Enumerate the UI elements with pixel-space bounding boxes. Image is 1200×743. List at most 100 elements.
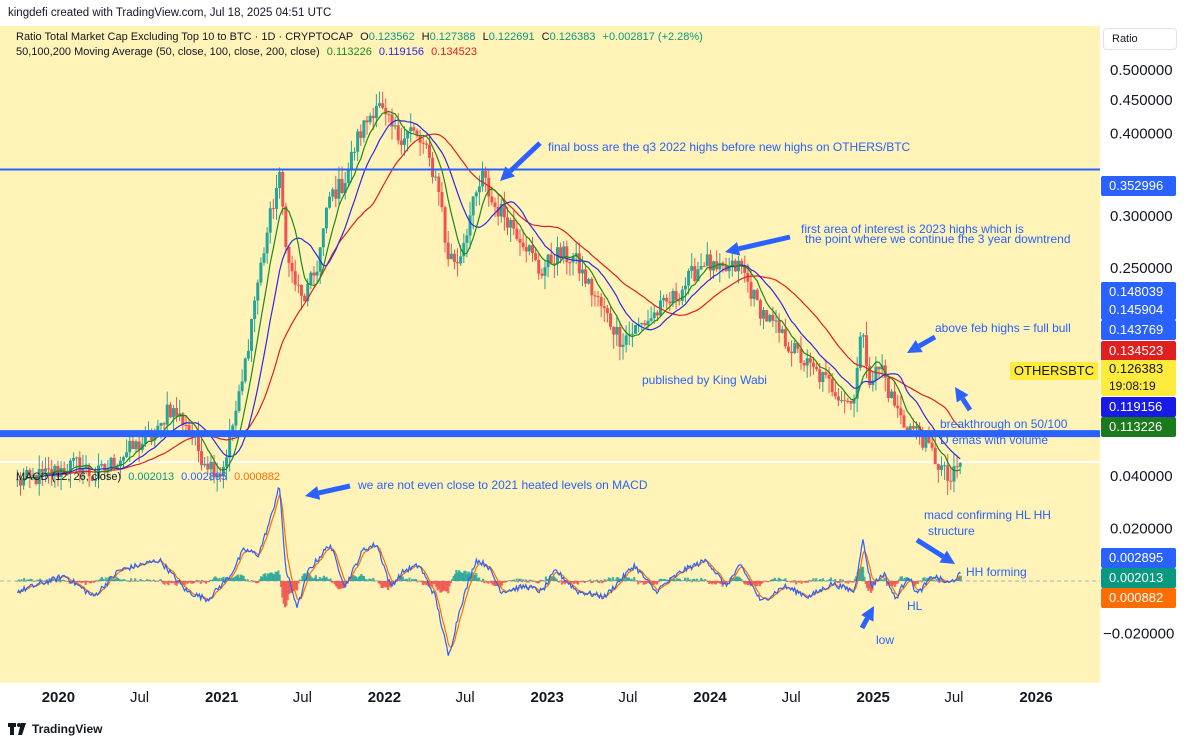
candle-body (259, 262, 263, 283)
macd-histogram-bar (718, 581, 722, 584)
macd-histogram-bar (333, 581, 336, 585)
macd-histogram-bar (219, 580, 222, 581)
macd-histogram-bar (563, 581, 566, 585)
candle-body (68, 460, 72, 474)
arrow-low-head (861, 606, 874, 622)
candle-body (702, 266, 706, 268)
macd-histogram-bar (83, 581, 86, 583)
candle-body (727, 266, 731, 272)
macd-histogram-bar (804, 581, 807, 583)
macd-histogram-bar (29, 578, 32, 581)
macd-histogram-bar (777, 577, 780, 581)
macd-histogram-bar (241, 575, 244, 581)
macd-histogram-bar (334, 581, 338, 587)
candle-body (468, 215, 472, 236)
macd-histogram-bar (270, 572, 273, 581)
macd-histogram-bar (783, 579, 786, 581)
price-legend: Ratio Total Market Cap Excluding Top 10 … (16, 31, 703, 43)
macd-histogram-bar (579, 581, 582, 583)
time-tick-label: 2022 (368, 689, 401, 706)
candle-body (512, 219, 516, 229)
macd-histogram-bar (380, 581, 383, 589)
candle-body (234, 410, 238, 426)
candle-body (496, 207, 500, 217)
macd-histogram-bar (306, 572, 309, 581)
candle-body (243, 358, 247, 382)
macd-histogram-bar (779, 578, 782, 581)
candle-body (115, 466, 119, 469)
macd-histogram-bar (665, 579, 668, 581)
macd-histogram-bar (385, 581, 388, 588)
candle-body (877, 366, 881, 370)
candle-body (78, 457, 82, 473)
macd-histogram-bar (645, 581, 648, 584)
arrow-final-boss-shaft (508, 141, 542, 174)
macd-histogram-bar (85, 581, 89, 582)
ratio-scale-button[interactable]: Ratio (1104, 29, 1176, 49)
macd-histogram-bar (603, 579, 606, 581)
macd-histogram-bar (662, 579, 665, 581)
macd-histogram-bar (467, 571, 470, 581)
candle-body (465, 235, 469, 243)
candle-body (212, 461, 216, 478)
candle-body (693, 266, 697, 281)
macd-histogram-bar (936, 581, 940, 582)
macd-histogram-bar (476, 578, 479, 581)
macd-histogram-bar (257, 581, 260, 583)
macd-layer (0, 487, 1100, 656)
candle-body (743, 265, 747, 273)
macd-histogram-bar (716, 581, 719, 583)
candle-body (31, 474, 35, 476)
candle-body (890, 391, 894, 399)
macd-histogram-bar (657, 581, 660, 583)
annotation-macd-confirm-line1: macd confirming HL HH (924, 508, 1051, 522)
macd-histogram-bar (758, 581, 762, 587)
ma-legend: 50,100,200 Moving Average (50, close, 10… (16, 46, 477, 58)
ma100-value: 0.119156 (378, 46, 424, 58)
macd-histogram-bar (226, 578, 229, 581)
candle-body (733, 260, 737, 272)
macd-pane-background (0, 462, 1100, 683)
author-credit: kingdefi created with TradingView.com, J… (8, 7, 332, 19)
macd-histogram-bar (762, 581, 766, 582)
macd-histogram-bar (477, 577, 481, 581)
macd-histogram-bar (859, 568, 862, 581)
candle-body (849, 401, 853, 404)
macd-histogram-bar (39, 578, 42, 581)
chart-canvas[interactable]: 0.500000 0.450000 0.400000 0.300000 0.250000… (0, 26, 1200, 716)
candle-body (25, 470, 29, 479)
macd-histogram-bar (451, 579, 454, 581)
candle-body (284, 206, 288, 247)
candle-body (281, 171, 285, 207)
macd-histogram-bar (740, 578, 743, 581)
macd-histogram-bar (605, 581, 608, 582)
candle-body (206, 463, 210, 470)
macd-histogram-bar (835, 581, 838, 583)
macd-histogram-bar (291, 581, 295, 592)
macd-histogram-bar (290, 581, 293, 593)
macd-histogram-bar (772, 579, 775, 581)
macd-histogram-bar (344, 581, 347, 587)
macd-histogram-bar (436, 581, 439, 591)
macd-histogram-bar (93, 581, 97, 582)
macd-histogram-bar (369, 578, 372, 581)
macd-histogram-bar (411, 578, 414, 581)
macd-histogram-bar (753, 581, 756, 586)
candle-body (175, 408, 179, 417)
macd-histogram-bar (57, 578, 61, 581)
candle-body (340, 178, 344, 194)
macd-histogram-bar (756, 581, 759, 587)
macd-histogram-bar (104, 577, 107, 581)
candle-body (843, 400, 847, 402)
macd-histogram-bar (84, 581, 87, 585)
candle-body (246, 350, 250, 359)
candle-body (830, 378, 834, 393)
macd-histogram-bar (700, 577, 703, 581)
macd-histogram-bar (583, 581, 586, 583)
macd-histogram-bar (421, 581, 424, 586)
macd-histogram-bar (456, 572, 459, 581)
candle-body (749, 281, 753, 299)
candle-body (312, 272, 316, 276)
macd-histogram-bar (399, 580, 402, 582)
macd-histogram-bar (820, 580, 823, 582)
